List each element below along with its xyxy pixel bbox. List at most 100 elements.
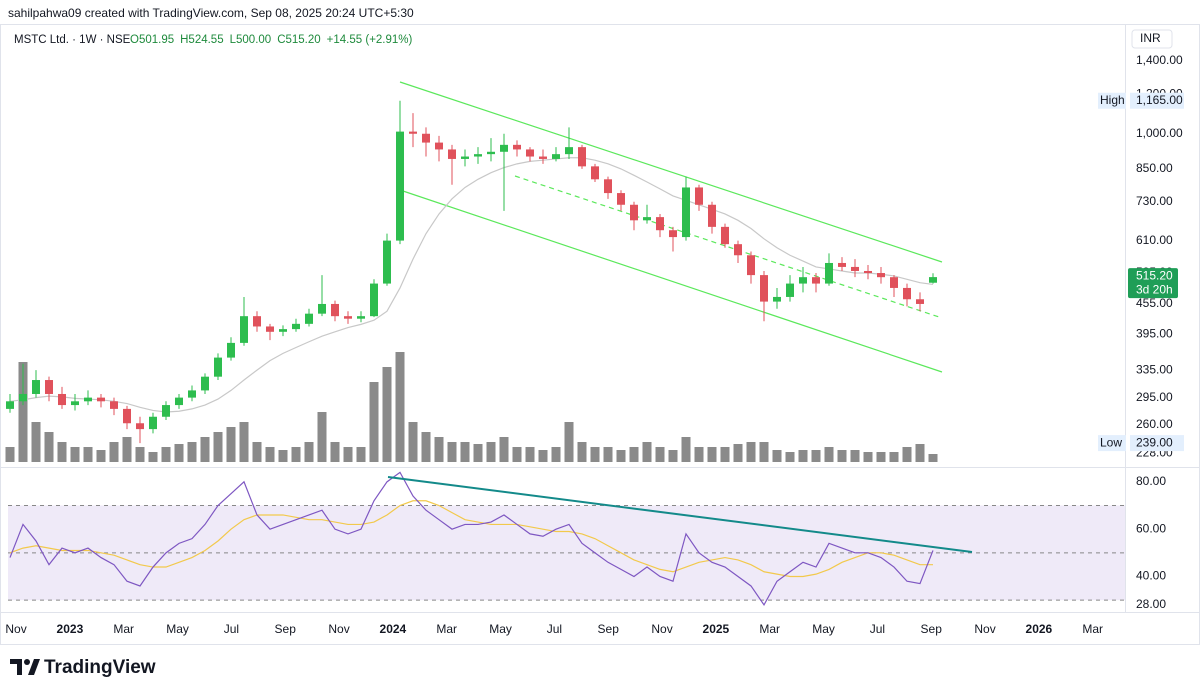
- volume-bar: [304, 442, 314, 462]
- y-tick-label: 610.00: [1136, 233, 1173, 247]
- volume-bar: [512, 447, 522, 462]
- candle-body: [604, 179, 612, 194]
- volume-bar: [772, 450, 782, 462]
- high-value-box: [1130, 92, 1184, 109]
- candle-body: [643, 217, 651, 221]
- low-value: 239.00: [1136, 435, 1173, 449]
- candle-body: [812, 277, 820, 284]
- candle-body: [188, 390, 196, 398]
- x-tick-label: Jul: [870, 622, 885, 636]
- candle-body: [721, 226, 729, 245]
- candle-body: [669, 230, 677, 238]
- volume-bar: [460, 442, 470, 462]
- volume-bar: [57, 442, 67, 462]
- candle-body: [747, 255, 755, 276]
- rsi-tick-label: 80.00: [1136, 474, 1166, 488]
- volume-bar: [109, 442, 119, 462]
- channel-middle: [514, 175, 943, 319]
- volume-bar: [785, 452, 795, 462]
- y-tick-label: 295.00: [1136, 390, 1173, 404]
- volume-bar: [434, 437, 444, 462]
- volume-bar: [291, 447, 301, 462]
- candle-body: [591, 166, 599, 180]
- volume-bar: [486, 442, 496, 462]
- countdown: 3d 20h: [1136, 282, 1173, 296]
- candle-body: [279, 329, 287, 332]
- currency: INR: [1140, 31, 1161, 45]
- x-tick-label: 2024: [380, 622, 407, 636]
- volume-bar: [161, 447, 171, 462]
- brand: TradingView: [44, 657, 156, 678]
- candle-body: [149, 416, 157, 430]
- volume-bar: [720, 447, 730, 462]
- candle-body: [383, 240, 391, 284]
- candle-body: [357, 316, 365, 319]
- volume-bar: [668, 450, 678, 462]
- candle-body: [513, 144, 521, 150]
- channel-lower: [399, 189, 943, 373]
- volume-bar: [148, 452, 158, 462]
- volume-bar: [408, 422, 418, 462]
- candle-body: [318, 303, 326, 314]
- high-badge: [1098, 92, 1126, 109]
- x-tick-label: Nov: [651, 622, 672, 636]
- volume-bar: [655, 447, 665, 462]
- candle-body: [84, 397, 92, 402]
- brand-logo: [10, 659, 40, 675]
- candle-body: [786, 283, 794, 297]
- high-label: High: [1100, 93, 1125, 107]
- candle-body: [877, 273, 885, 278]
- volume-bar: [538, 450, 548, 462]
- x-tick-label: Sep: [598, 622, 620, 636]
- candle-body: [435, 142, 443, 150]
- volume-bar: [577, 442, 587, 462]
- x-tick-label: Mar: [1082, 622, 1103, 636]
- volume-bar: [746, 442, 756, 462]
- low-badge: [1098, 435, 1126, 452]
- x-tick-label: Mar: [759, 622, 780, 636]
- candle-body: [162, 405, 170, 417]
- candle-body: [825, 262, 833, 284]
- x-tick-label: 2026: [1026, 622, 1053, 636]
- logo-mark: [28, 659, 40, 675]
- candle-body: [266, 326, 274, 332]
- y-tick-label: 1,400.00: [1136, 53, 1183, 67]
- candle-body: [201, 376, 209, 391]
- price-pane: [5, 100, 938, 462]
- volume-bar: [395, 352, 405, 462]
- volume-bar: [902, 447, 912, 462]
- y-tick-label: 850.00: [1136, 161, 1173, 175]
- volume-bar: [356, 447, 366, 462]
- candle-body: [851, 266, 859, 271]
- volume-bar: [681, 437, 691, 462]
- volume-bar: [421, 432, 431, 462]
- x-tick-label: Jul: [224, 622, 239, 636]
- candle-body: [552, 154, 560, 159]
- logo-mark: [10, 659, 22, 675]
- candle-body: [422, 133, 430, 143]
- volume-bar: [226, 427, 236, 462]
- y-tick-label: 260.00: [1136, 417, 1173, 431]
- credit: sahilpahwa09 created with TradingView.co…: [8, 6, 414, 20]
- candle-body: [708, 204, 716, 227]
- volume-bar: [473, 444, 483, 462]
- logo-dot: [24, 659, 30, 665]
- candle-body: [760, 275, 768, 302]
- volume-bar: [96, 450, 106, 462]
- x-tick-label: 2025: [703, 622, 730, 636]
- candle-body: [630, 204, 638, 221]
- volume-bar: [330, 442, 340, 462]
- candle-body: [370, 283, 378, 317]
- candle-body: [565, 147, 573, 155]
- volume-bar: [447, 442, 457, 462]
- rsi-trendline: [387, 476, 973, 553]
- candle-body: [214, 357, 222, 377]
- volume-bar: [278, 450, 288, 462]
- candle-body: [474, 154, 482, 157]
- volume-bar: [18, 362, 28, 462]
- y-tick-label: 395.00: [1136, 327, 1173, 341]
- ohlc-legend: O501.95 H524.55 L500.00 C515.20 +14.55 (+2.9…: [130, 34, 413, 46]
- rsi-tick-label: 40.00: [1136, 569, 1166, 583]
- volume-bar: [135, 447, 145, 462]
- volume-bar: [694, 447, 704, 462]
